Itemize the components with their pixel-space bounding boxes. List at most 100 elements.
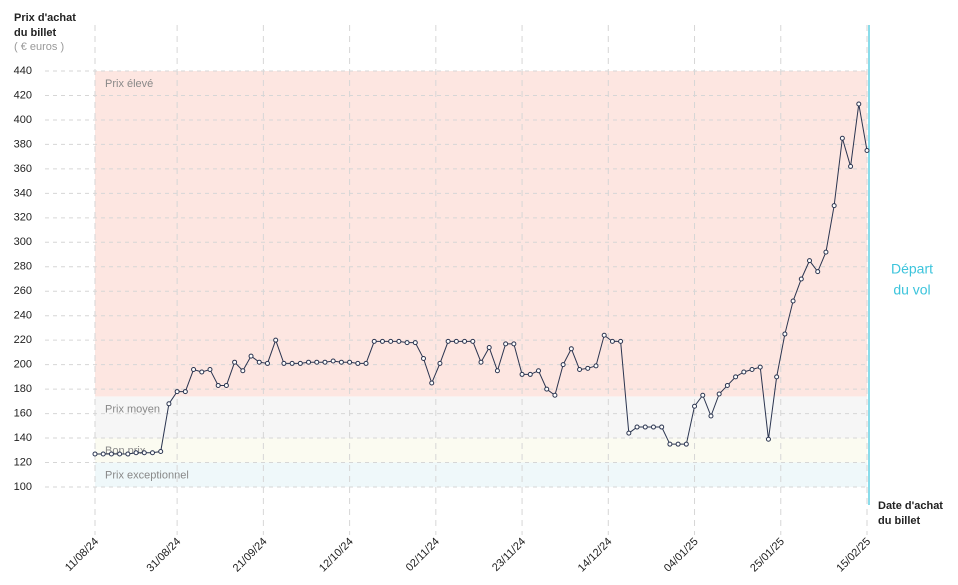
x-tick-label: 21/09/24 (231, 536, 270, 575)
price-point (790, 298, 796, 304)
price-point (864, 148, 870, 154)
price-point (256, 359, 262, 365)
price-point (371, 338, 377, 344)
y-tick-label: 160 (14, 407, 32, 419)
price-point (650, 424, 656, 430)
price-point (716, 391, 722, 397)
price-point (322, 359, 328, 365)
price-point (166, 401, 172, 407)
price-point (347, 359, 353, 365)
x-tick-label: 02/11/24 (404, 536, 442, 574)
price-point (264, 360, 270, 366)
price-point (560, 362, 566, 368)
price-point (174, 389, 180, 395)
y-tick-label: 180 (14, 383, 32, 395)
price-point (223, 382, 229, 388)
y-tick-label: 200 (14, 359, 32, 371)
price-point (404, 340, 410, 346)
price-point (626, 430, 632, 436)
price-point (749, 367, 755, 373)
price-point (248, 353, 254, 359)
price-point (396, 338, 402, 344)
price-point (585, 365, 591, 371)
price-point (149, 450, 155, 456)
price-point (782, 331, 788, 337)
price-point (108, 451, 114, 457)
price-point (609, 338, 615, 344)
x-tick-label: 11/08/24 (63, 536, 101, 574)
price-point (831, 203, 837, 209)
price-point (667, 441, 673, 447)
zone-label: Prix moyen (105, 403, 160, 415)
price-zone (95, 462, 867, 487)
y-tick-label: 300 (14, 236, 32, 248)
price-zone (95, 438, 867, 463)
y-tick-label: 440 (14, 65, 32, 77)
x-title-2: du billet (878, 515, 921, 527)
y-unit: ( € euros ) (14, 41, 64, 53)
y-tick-label: 240 (14, 310, 32, 322)
price-point (552, 392, 558, 398)
price-point (634, 424, 640, 430)
price-point (207, 367, 213, 373)
price-point (281, 360, 287, 366)
price-point (453, 338, 459, 344)
price-point (527, 371, 533, 377)
price-point (297, 360, 303, 366)
price-point (306, 359, 312, 365)
price-point (437, 360, 443, 366)
price-point (535, 368, 541, 374)
price-point (815, 269, 821, 275)
price-point (289, 360, 295, 366)
price-point (774, 374, 780, 380)
price-point (618, 338, 624, 344)
x-tick-label: 25/01/25 (748, 536, 787, 575)
price-point (544, 386, 550, 392)
price-point (182, 389, 188, 395)
price-point (462, 338, 468, 344)
price-point (839, 135, 845, 141)
y-tick-label: 360 (14, 163, 32, 175)
price-point (232, 359, 238, 365)
price-point (798, 276, 804, 282)
y-tick-label: 340 (14, 187, 32, 199)
price-point (486, 345, 492, 351)
departure-label: du vol (893, 282, 930, 298)
x-tick-label: 23/11/24 (490, 536, 528, 574)
price-zone (95, 396, 867, 439)
price-point (741, 369, 747, 375)
price-point (733, 374, 739, 380)
price-point (659, 424, 665, 430)
y-title-1: Prix d'achat (14, 12, 76, 24)
price-point (577, 367, 583, 373)
price-point (388, 338, 394, 344)
price-point (191, 367, 197, 373)
price-point (158, 449, 164, 455)
price-point (133, 450, 139, 456)
price-point (379, 338, 385, 344)
price-point (642, 424, 648, 430)
price-point (675, 441, 681, 447)
price-point (355, 360, 361, 366)
y-tick-label: 320 (14, 212, 32, 224)
price-point (700, 392, 706, 398)
price-point (683, 441, 689, 447)
price-point (807, 258, 813, 264)
price-point (478, 359, 484, 365)
x-tick-label: 31/08/24 (145, 536, 184, 575)
price-point (338, 359, 344, 365)
price-point (141, 450, 147, 456)
y-tick-label: 380 (14, 138, 32, 150)
price-point (240, 368, 246, 374)
price-point (273, 337, 279, 343)
price-point (848, 163, 854, 169)
y-title-2: du billet (14, 27, 57, 39)
departure-label: Départ (891, 261, 933, 277)
price-point (724, 382, 730, 388)
price-point (503, 341, 509, 347)
y-tick-label: 140 (14, 432, 32, 444)
y-tick-label: 260 (14, 285, 32, 297)
price-point (330, 358, 336, 364)
y-tick-label: 220 (14, 334, 32, 346)
price-point (708, 413, 714, 419)
